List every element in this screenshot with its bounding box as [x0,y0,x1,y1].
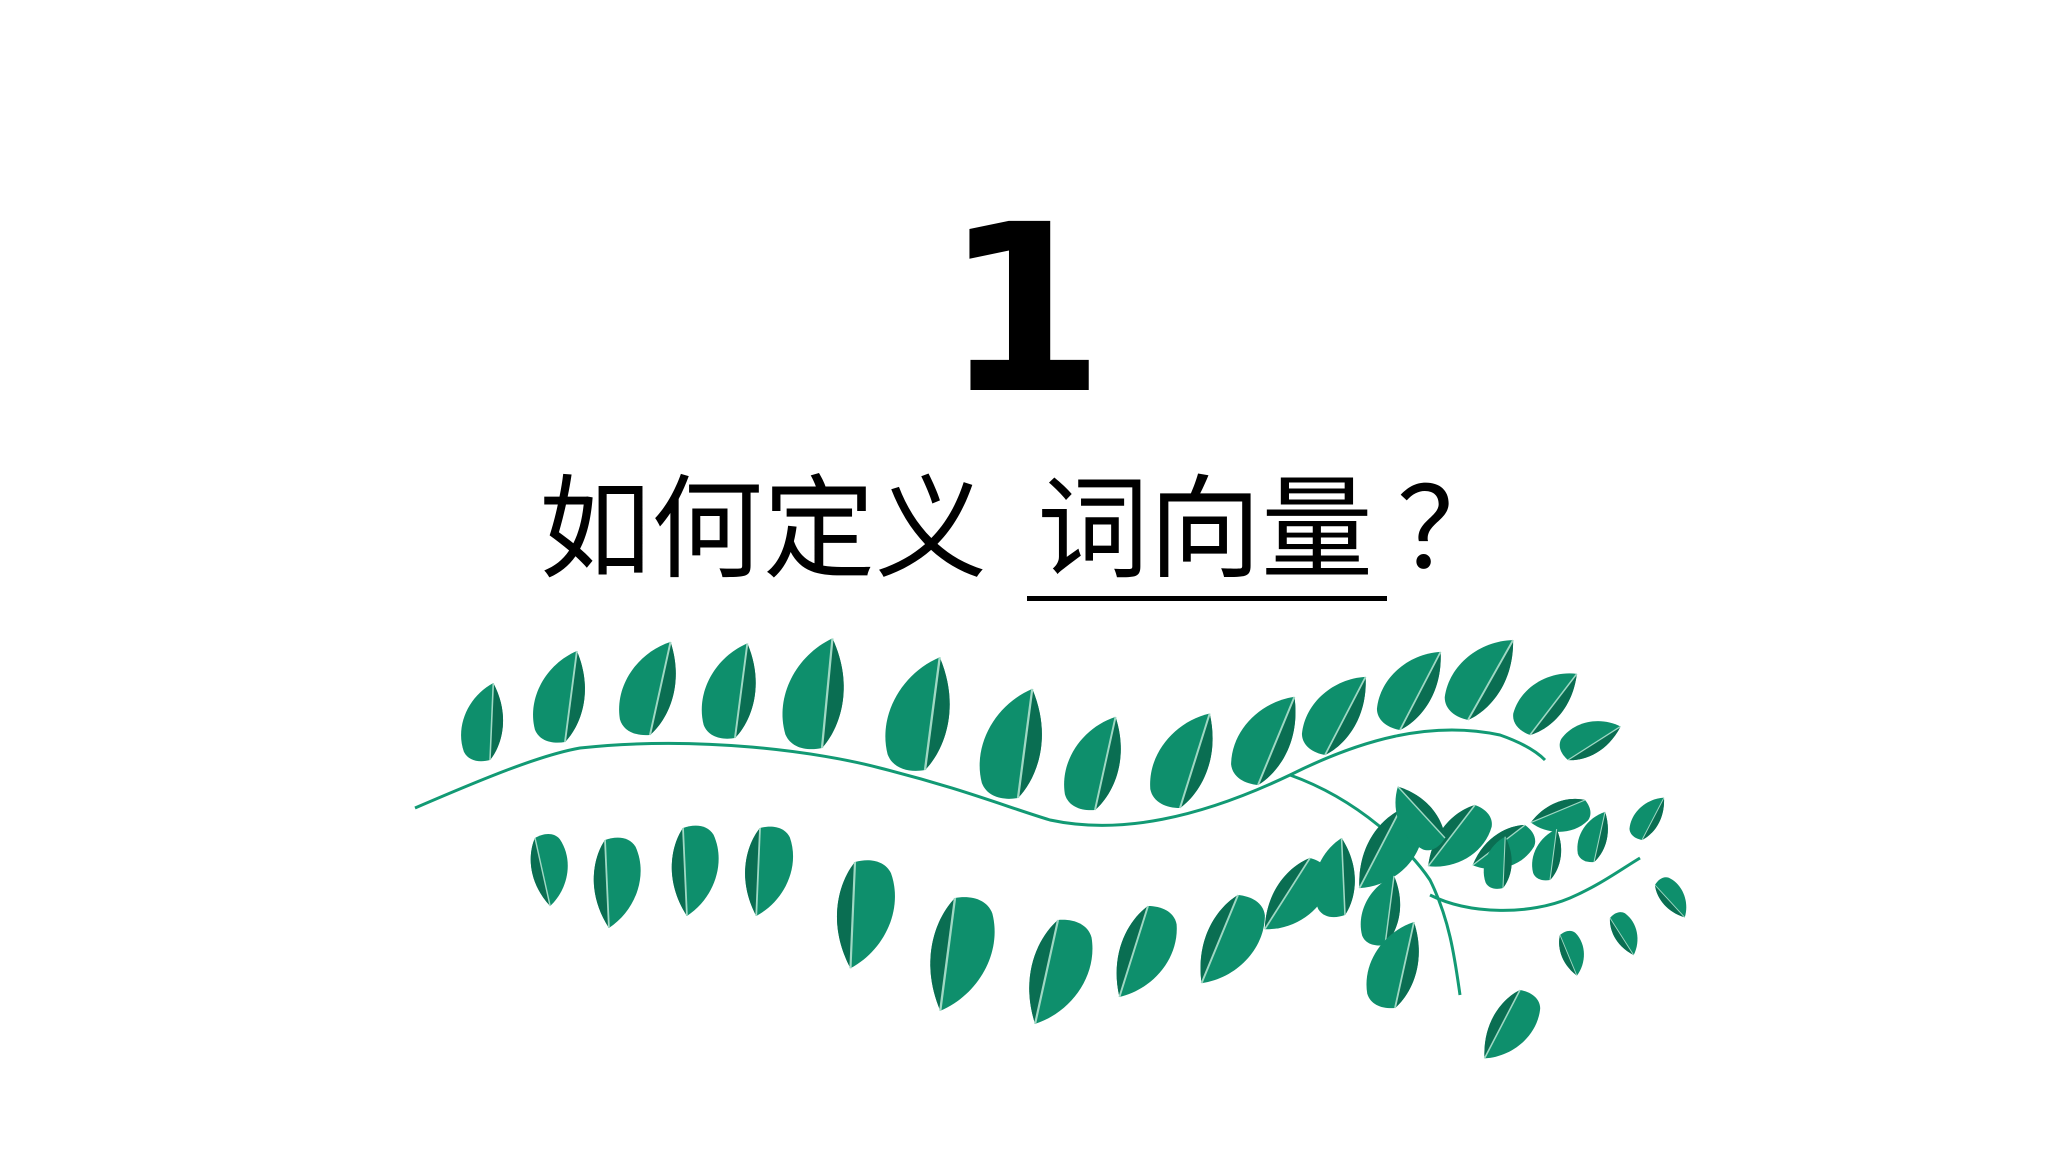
title-keyword: 词向量 [1027,470,1387,601]
title-suffix: ？ [1397,465,1509,595]
vine-leaves [447,627,1699,1068]
slide-title: 如何定义 词向量？ [0,460,2048,601]
section-number: 1 [943,175,1105,445]
vine-stems [414,728,1641,996]
title-prefix: 如何定义 [539,465,987,595]
